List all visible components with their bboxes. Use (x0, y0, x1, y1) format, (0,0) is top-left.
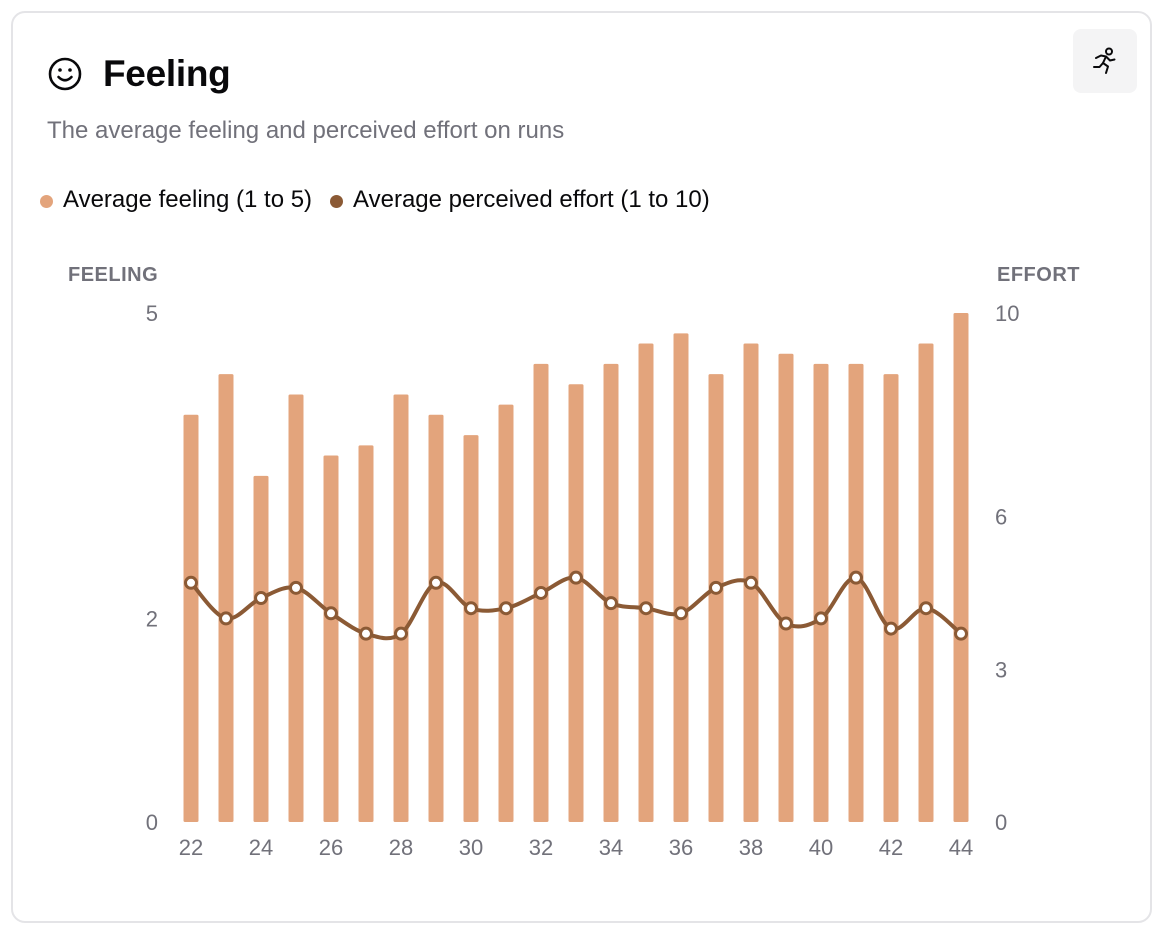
feeling-bar (603, 363, 619, 822)
feeling-bar (848, 363, 864, 822)
left-axis-ticks: 0 2 5 (146, 301, 158, 835)
effort-point (814, 611, 828, 626)
effort-point (779, 616, 793, 631)
feeling-bar (323, 455, 339, 822)
effort-point (394, 626, 408, 641)
effort-points (184, 570, 968, 641)
feeling-bar (673, 333, 689, 822)
right-axis-ticks: 0 3 6 10 (995, 301, 1019, 835)
right-axis-tick-label: 0 (995, 810, 1007, 835)
x-axis-tick-label: 42 (879, 835, 903, 860)
left-axis-tick-label: 0 (146, 810, 158, 835)
legend-swatch-feeling (40, 195, 53, 208)
x-axis-tick-label: 34 (599, 835, 623, 860)
effort-point (289, 580, 303, 595)
running-person-icon (1093, 47, 1116, 74)
card-subtitle: The average feeling and perceived effort… (47, 117, 565, 144)
feeling-bar (393, 394, 409, 822)
effort-point (954, 626, 968, 641)
x-axis-tick-label: 40 (809, 835, 833, 860)
feeling-bar (708, 374, 724, 822)
feeling-bar (568, 384, 584, 822)
feeling-bar (428, 414, 444, 822)
effort-point (464, 601, 478, 616)
x-axis-tick-label: 30 (459, 835, 483, 860)
x-axis-tick-label: 36 (669, 835, 693, 860)
x-axis-tick-label: 32 (529, 835, 553, 860)
x-axis-tick-label: 26 (319, 835, 343, 860)
effort-point (219, 611, 233, 626)
effort-point (639, 601, 653, 616)
effort-point (499, 601, 513, 616)
left-axis-title: FEELING (68, 264, 158, 286)
effort-point (429, 575, 443, 590)
feeling-bar (638, 343, 654, 822)
left-axis-tick-label: 2 (146, 606, 158, 631)
card-header: Feeling (47, 53, 231, 95)
feeling-bar (253, 475, 269, 822)
feeling-bar (183, 414, 199, 822)
chart-legend: Average feeling (1 to 5) Average perceiv… (40, 186, 728, 214)
legend-item-feeling[interactable]: Average feeling (1 to 5) (40, 186, 312, 214)
card-title: Feeling (103, 53, 231, 94)
right-axis-tick-label: 6 (995, 505, 1007, 530)
effort-point (324, 606, 338, 621)
effort-point (849, 570, 863, 585)
effort-point (184, 575, 198, 590)
feeling-bar (288, 394, 304, 822)
right-axis-title: EFFORT (997, 264, 1080, 286)
feeling-bar (918, 343, 934, 822)
activity-type-button[interactable] (1073, 29, 1137, 93)
effort-point (709, 580, 723, 595)
effort-point (744, 575, 758, 590)
effort-point (919, 601, 933, 616)
effort-point (674, 606, 688, 621)
feeling-bar (953, 313, 969, 822)
feeling-bar (218, 374, 234, 822)
left-axis-tick-label: 5 (146, 301, 158, 326)
effort-point (569, 570, 583, 585)
feeling-bars (183, 313, 969, 822)
feeling-bar (778, 353, 794, 822)
feeling-bar (813, 363, 829, 822)
feeling-bar (463, 435, 479, 822)
legend-swatch-effort (330, 195, 344, 208)
x-axis-tick-label: 44 (949, 835, 973, 860)
effort-point (254, 591, 268, 606)
effort-point (884, 621, 898, 636)
right-axis-tick-label: 10 (995, 301, 1019, 326)
x-axis-tick-label: 38 (739, 835, 763, 860)
legend-item-effort[interactable]: Average perceived effort (1 to 10) (330, 186, 710, 214)
x-axis-tick-label: 22 (179, 835, 203, 860)
x-axis-tick-label: 28 (389, 835, 413, 860)
legend-label-effort: Average perceived effort (1 to 10) (353, 186, 710, 213)
effort-point (534, 585, 548, 600)
effort-point (604, 596, 618, 611)
x-axis-tick-label: 24 (249, 835, 273, 860)
right-axis-tick-label: 3 (995, 657, 1007, 682)
feeling-bar (883, 374, 899, 822)
effort-point (359, 626, 373, 641)
legend-label-feeling: Average feeling (1 to 5) (63, 186, 313, 213)
x-axis-ticks: 22 24 26 28 30 32 34 36 38 40 42 44 (179, 835, 973, 860)
smiley-face-icon (48, 57, 82, 91)
